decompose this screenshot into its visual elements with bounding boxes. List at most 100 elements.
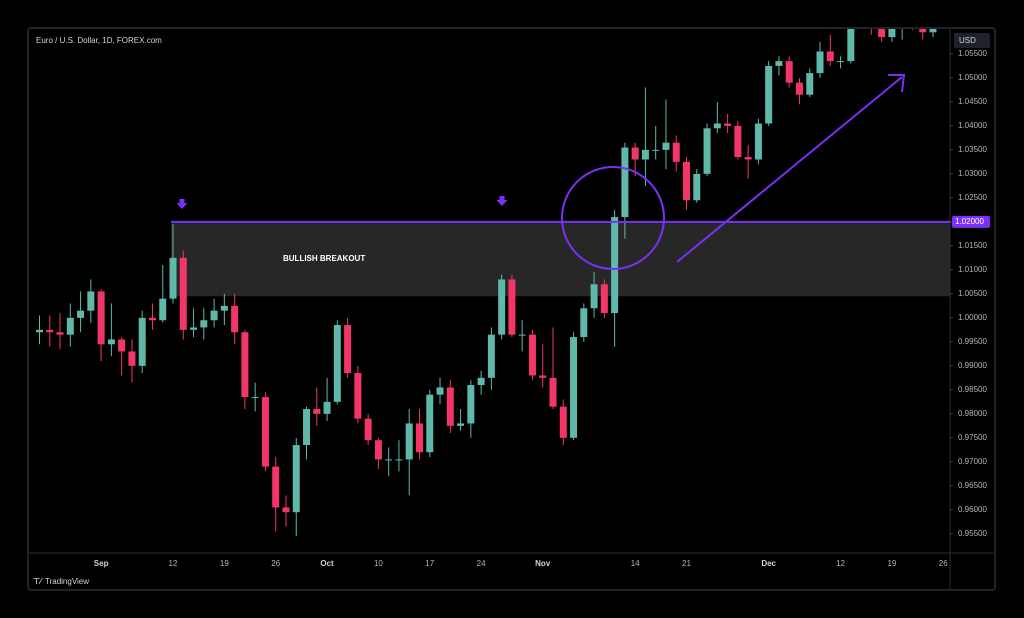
y-tick-label: 0.98500 xyxy=(958,385,987,394)
candle-body xyxy=(508,279,516,335)
y-tick-label: 0.99000 xyxy=(958,361,987,370)
candle-body xyxy=(405,423,413,460)
candle-body xyxy=(354,373,362,419)
y-tick-label: 1.03500 xyxy=(958,145,987,154)
y-tick-label: 0.96500 xyxy=(958,481,987,490)
y-tick-label: 1.03000 xyxy=(958,169,987,178)
x-tick-label: 21 xyxy=(682,559,691,568)
candle-body xyxy=(210,310,218,321)
candle-body xyxy=(826,51,834,62)
candle-body xyxy=(888,29,896,38)
candle-body xyxy=(66,317,74,335)
x-tick-label: Oct xyxy=(320,559,334,568)
candle-body xyxy=(231,305,239,333)
candle-body xyxy=(929,29,937,33)
candle-body xyxy=(107,339,115,345)
y-tick-label: 1.05500 xyxy=(958,49,987,58)
candle-body xyxy=(272,466,280,508)
candle-body xyxy=(415,423,423,453)
candle-body xyxy=(446,387,454,426)
candle-body xyxy=(641,149,649,160)
y-tick-label: 0.97000 xyxy=(958,457,987,466)
candle-body xyxy=(703,128,711,174)
candle-body xyxy=(734,125,742,158)
candle-body xyxy=(467,385,475,424)
candle-body xyxy=(364,418,372,441)
x-tick-label: Nov xyxy=(535,559,551,568)
candle-body xyxy=(611,217,619,314)
y-tick-label: 1.00500 xyxy=(958,289,987,298)
candle-body xyxy=(190,327,198,330)
candle-body xyxy=(292,445,300,513)
candle-body xyxy=(672,142,680,162)
candle-body xyxy=(724,123,732,126)
candle-body xyxy=(179,257,187,330)
candle-body xyxy=(159,298,167,321)
candle-body xyxy=(261,397,269,467)
y-tick-label: 1.00000 xyxy=(958,313,987,322)
y-tick-label: 0.99500 xyxy=(958,337,987,346)
candle-body xyxy=(775,61,783,66)
marker-arrow xyxy=(176,199,188,209)
candle-body xyxy=(385,459,393,461)
candle-body xyxy=(785,61,793,83)
y-tick-label: 1.05000 xyxy=(958,73,987,82)
y-tick-label: 1.02500 xyxy=(958,193,987,202)
level-label-box xyxy=(952,215,990,228)
x-tick-label: 12 xyxy=(169,559,178,568)
candle-body xyxy=(36,329,43,333)
candle-body xyxy=(899,18,906,28)
candle-body xyxy=(683,161,691,201)
x-tick-label: 12 xyxy=(836,559,845,568)
candle-body xyxy=(220,305,228,311)
y-tick-label: 0.97500 xyxy=(958,433,987,442)
currency-label[interactable]: USD xyxy=(959,36,976,45)
candle-body xyxy=(909,18,916,25)
candle-body xyxy=(631,147,639,160)
x-tick-label: 19 xyxy=(220,559,229,568)
level-label: 1.02000 xyxy=(955,217,984,226)
candle-body xyxy=(200,320,208,328)
candle-body xyxy=(87,291,95,311)
candle-body xyxy=(344,325,352,374)
candle-body xyxy=(919,29,927,33)
candle-body xyxy=(528,334,536,376)
candle-body xyxy=(323,401,331,414)
candle-body xyxy=(128,351,136,366)
x-tick-label: 26 xyxy=(939,559,948,568)
candle-body xyxy=(241,332,249,398)
candle-body xyxy=(169,257,177,299)
x-tick-label: 26 xyxy=(271,559,280,568)
candle-body xyxy=(878,29,886,38)
y-tick-label: 1.01000 xyxy=(958,265,987,274)
candle-body xyxy=(138,317,146,366)
candle-body xyxy=(662,142,670,150)
candle-body xyxy=(559,406,567,438)
candle-body xyxy=(580,308,588,338)
currency-box[interactable] xyxy=(954,33,990,48)
candle-body xyxy=(600,284,608,314)
candle-body xyxy=(816,51,824,74)
y-tick-label: 1.04000 xyxy=(958,121,987,130)
candle-body xyxy=(333,325,341,402)
y-tick-label: 0.95500 xyxy=(958,529,987,538)
candle-body xyxy=(847,29,855,62)
x-tick-label: Sep xyxy=(94,559,109,568)
candle-body xyxy=(570,337,578,438)
candle-body xyxy=(652,149,660,151)
breakout-zone xyxy=(171,221,950,297)
x-tick-label: Dec xyxy=(761,559,776,568)
candle-body xyxy=(806,73,814,95)
candle-body xyxy=(590,284,598,309)
x-tick-label: 24 xyxy=(477,559,486,568)
candle-body xyxy=(46,329,54,333)
candle-body xyxy=(56,332,64,335)
candle-body xyxy=(148,317,156,321)
candle-body xyxy=(765,65,773,124)
candle-body xyxy=(77,310,85,318)
chart-title: Euro / U.S. Dollar, 1D, FOREX.com xyxy=(36,36,162,45)
x-tick-label: 19 xyxy=(887,559,896,568)
candle-body xyxy=(744,157,752,160)
candle-body xyxy=(754,123,762,160)
